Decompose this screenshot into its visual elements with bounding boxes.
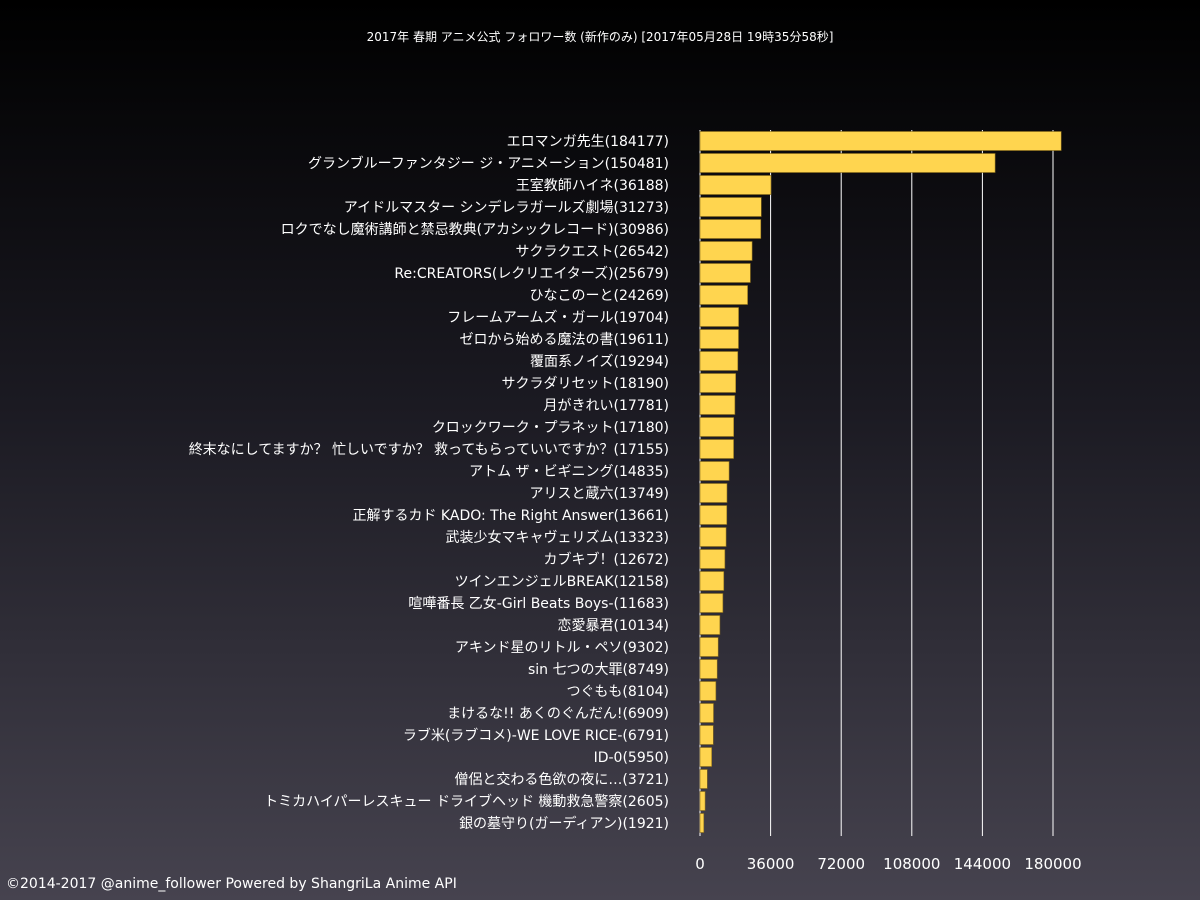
category-label: 喧嘩番長 乙女-Girl Beats Boys-(11683) <box>408 595 669 612</box>
category-label: アキンド星のリトル・ペソ(9302) <box>455 640 669 656</box>
category-label: Re:CREATORS(レクリエイターズ)(25679) <box>394 266 669 282</box>
bar <box>699 527 727 547</box>
bar <box>699 131 1062 151</box>
bar <box>699 769 708 789</box>
bar <box>699 813 705 833</box>
category-label: 覆面系ノイズ(19294) <box>530 354 669 370</box>
bar <box>699 681 717 701</box>
category-label: グランブルーファンタジー ジ・アニメーション(150481) <box>308 155 669 172</box>
bar <box>699 351 739 371</box>
bar <box>699 505 728 525</box>
category-label: ひなこのーと(24269) <box>530 288 669 304</box>
bar <box>699 461 730 481</box>
category-label: サクラダリセット(18190) <box>502 376 669 392</box>
category-label: 正解するカド KADO: The Right Answer(13661) <box>352 508 669 524</box>
bar <box>699 439 734 459</box>
chart-title: 2017年 春期 アニメ公式 フォロワー数 (新作のみ) [2017年05月28… <box>366 30 834 44</box>
bar <box>699 219 762 239</box>
bar <box>699 791 706 811</box>
x-tick-label: 0 <box>695 855 705 873</box>
x-tick-label: 180000 <box>1024 855 1081 873</box>
category-label: 恋愛暴君(10134) <box>558 617 669 634</box>
bar <box>699 703 714 723</box>
category-label: ラブ米(ラブコメ)-WE LOVE RICE-(6791) <box>403 727 669 744</box>
category-label: 月がきれい(17781) <box>544 398 669 414</box>
category-label: つぐもも(8104) <box>566 684 669 700</box>
category-label: sin 七つの大罪(8749) <box>528 662 669 678</box>
bar <box>699 659 718 679</box>
category-label: 武装少女マキャヴェリズム(13323) <box>446 529 669 546</box>
category-label: ID-0(5950) <box>594 750 669 766</box>
bar <box>699 637 719 657</box>
category-label: アトム ザ・ビギニング(14835) <box>469 464 669 480</box>
bar <box>699 417 735 437</box>
category-label: サクラクエスト(26542) <box>516 244 669 260</box>
bar <box>699 571 725 591</box>
category-label: フレームアームズ・ガール(19704) <box>447 310 669 326</box>
category-label: 銀の墓守り(ガーディアン)(1921) <box>459 815 669 832</box>
category-labels: エロマンガ先生(184177) グランブルーファンタジー ジ・アニメーション(15… <box>189 134 669 832</box>
category-label: 終末なにしてますか？ 忙しいですか？ 救ってもらっていいですか？(17155) <box>189 442 669 458</box>
category-label: 僧侶と交わる色欲の夜に…(3721) <box>454 771 669 788</box>
bar <box>699 241 753 261</box>
x-tick-label: 108000 <box>883 855 940 873</box>
bar <box>699 307 739 327</box>
x-tick-labels: 0 36000 72000 108000 144000 180000 <box>695 855 1081 873</box>
bars <box>699 131 1062 833</box>
category-label: アイドルマスター シンデレラガールズ劇場(31273) <box>344 199 669 216</box>
bar <box>699 615 721 635</box>
category-label: ツインエンジェルBREAK(12158) <box>455 574 669 590</box>
bar <box>699 175 772 195</box>
bar <box>699 395 736 415</box>
credit-text: ©2014-2017 @anime_follower Powered by Sh… <box>6 876 457 892</box>
x-tick-label: 144000 <box>954 855 1011 873</box>
bar <box>699 329 739 349</box>
bar <box>699 483 728 503</box>
category-label: カブキブ！(12672) <box>544 551 669 568</box>
bar <box>699 263 751 283</box>
bar <box>699 197 762 217</box>
category-label: エロマンガ先生(184177) <box>507 134 669 150</box>
bar <box>699 747 712 767</box>
x-tick-label: 72000 <box>817 855 865 873</box>
category-label: まけるな!! あくのぐんだん!(6909) <box>447 706 669 722</box>
category-label: アリスと蔵六(13749) <box>530 486 669 502</box>
bar <box>699 549 726 569</box>
bar <box>699 285 748 305</box>
bar <box>699 373 737 393</box>
category-label: 王室教師ハイネ(36188) <box>516 177 669 194</box>
category-label: クロックワーク・プラネット(17180) <box>432 420 669 436</box>
bar <box>699 593 724 613</box>
x-tick-label: 36000 <box>747 855 795 873</box>
bar <box>699 153 996 173</box>
category-label: ゼロから始める魔法の書(19611) <box>460 332 669 348</box>
category-label: ロクでなし魔術講師と禁忌教典(アカシックレコード)(30986) <box>281 222 669 238</box>
bar <box>699 725 714 745</box>
category-label: トミカハイパーレスキュー ドライブヘッド 機動救急警察(2605) <box>264 793 669 810</box>
